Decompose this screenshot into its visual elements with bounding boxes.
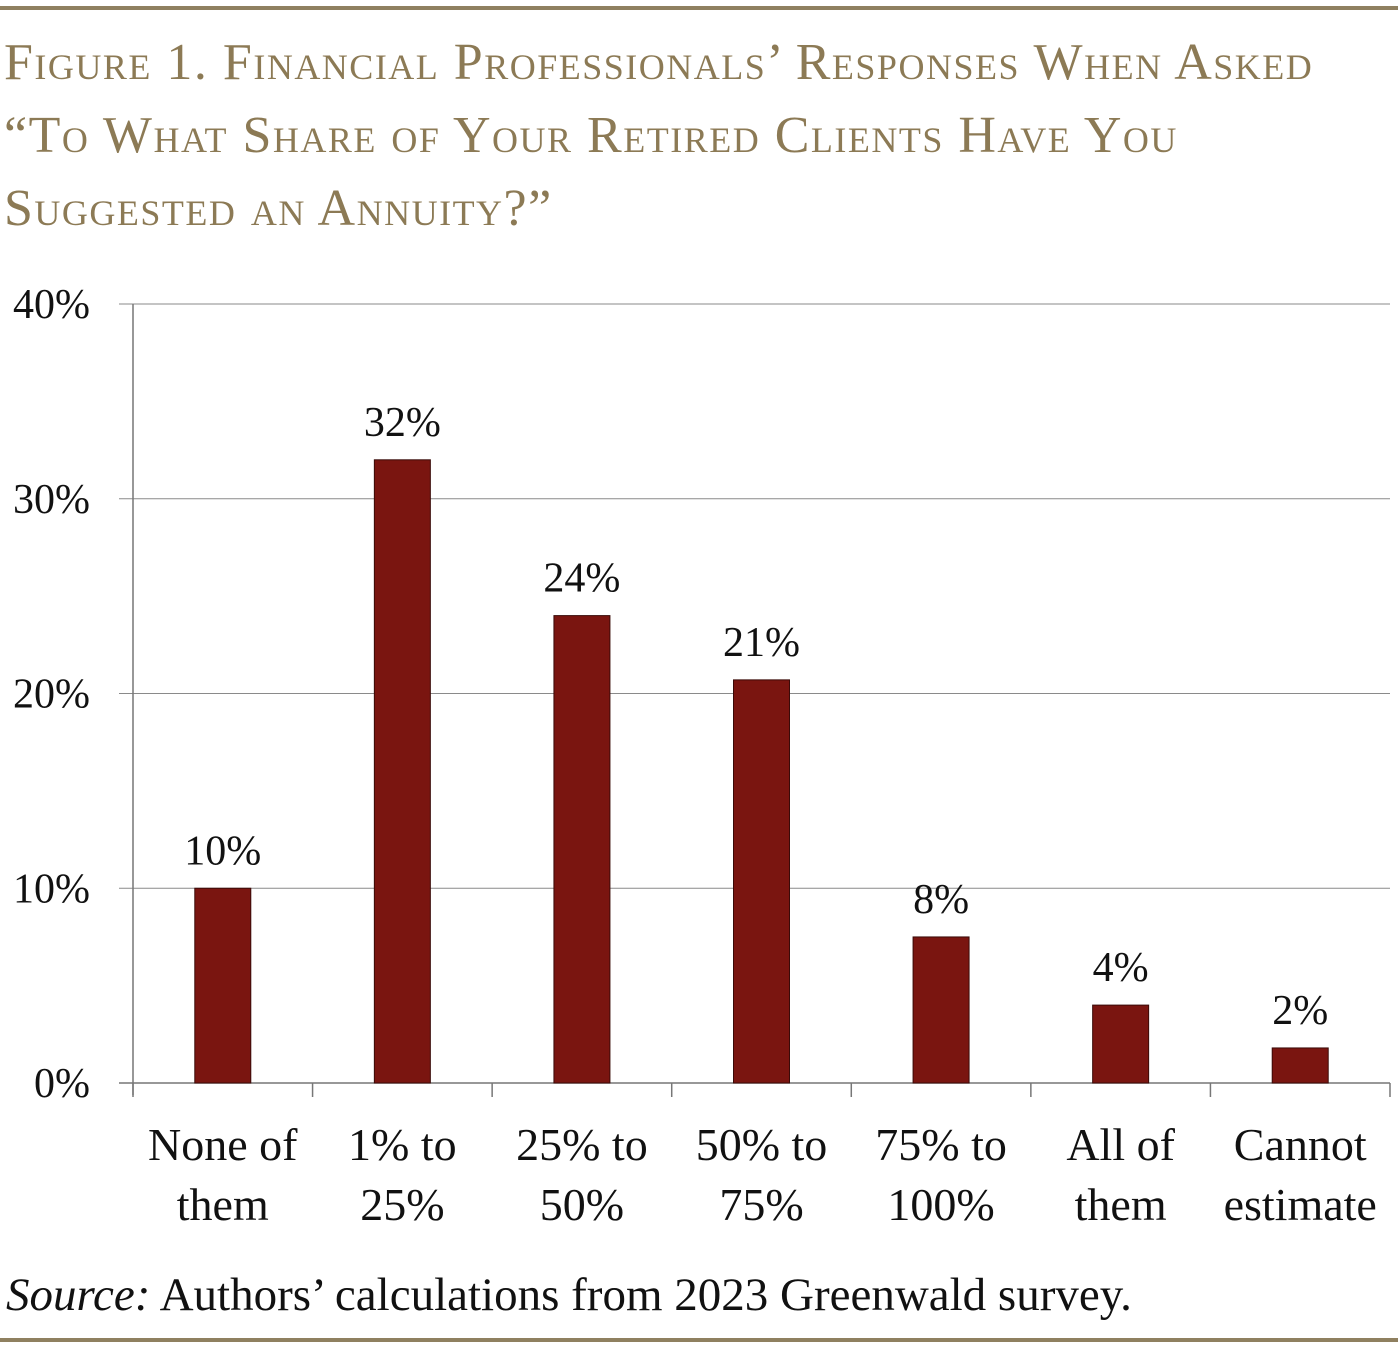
x-tick-label: estimate — [1224, 1179, 1377, 1230]
y-tick-label: 40% — [13, 282, 90, 328]
data-label: 8% — [913, 877, 969, 923]
bar — [912, 936, 970, 1084]
data-label: 4% — [1093, 945, 1149, 991]
data-labels: 10% 32% 24% 21% 8% 4% 2% — [184, 400, 1328, 1034]
x-tick-label: 50% — [540, 1179, 624, 1230]
bar — [373, 459, 431, 1084]
x-tick-label: 100% — [887, 1179, 994, 1230]
bar — [1092, 1004, 1150, 1084]
chart-title: Figure 1. Financial Professionals’ Respo… — [4, 34, 1314, 237]
data-label: 2% — [1272, 988, 1328, 1034]
data-label: 10% — [184, 828, 261, 874]
source-note: Source: Authors’ calculations from 2023 … — [6, 1268, 1132, 1322]
bar — [553, 615, 611, 1084]
y-tick-label: 10% — [13, 866, 90, 912]
x-tick-label: them — [177, 1179, 269, 1230]
x-tick-label: 75% to — [875, 1119, 1007, 1170]
x-tick-label: them — [1075, 1179, 1167, 1230]
x-tick-label: Cannot — [1234, 1119, 1367, 1170]
source-label: Source: — [6, 1269, 151, 1321]
x-tick-label: All of — [1066, 1119, 1175, 1170]
y-tick-label: 30% — [13, 477, 90, 523]
data-label: 32% — [364, 400, 441, 446]
y-tick-label: 0% — [34, 1061, 90, 1107]
bar — [733, 679, 790, 1084]
bar — [194, 887, 252, 1084]
x-tick-label: 75% — [719, 1179, 803, 1230]
x-axis: None of them 1% to 25% 25% to 50% 50% to 75% 75%… — [132, 304, 1391, 1230]
data-label: 21% — [723, 620, 800, 666]
bars — [194, 459, 1329, 1084]
bottom-rule — [0, 1338, 1398, 1342]
x-tick-label: None of — [148, 1119, 298, 1170]
data-label: 24% — [543, 556, 620, 602]
x-tick-label: 25% to — [516, 1119, 648, 1170]
y-tick-label: 20% — [13, 672, 90, 718]
y-axis-ticks: 0% 10% 20% 30% 40% — [13, 282, 90, 1107]
x-tick-label: 25% — [360, 1179, 444, 1230]
top-rule — [0, 6, 1398, 10]
x-tick-label: 50% to — [696, 1119, 828, 1170]
x-tick-label: 1% to — [348, 1119, 457, 1170]
bar — [1271, 1047, 1329, 1084]
source-text: Authors’ calculations from 2023 Greenwal… — [150, 1269, 1132, 1321]
